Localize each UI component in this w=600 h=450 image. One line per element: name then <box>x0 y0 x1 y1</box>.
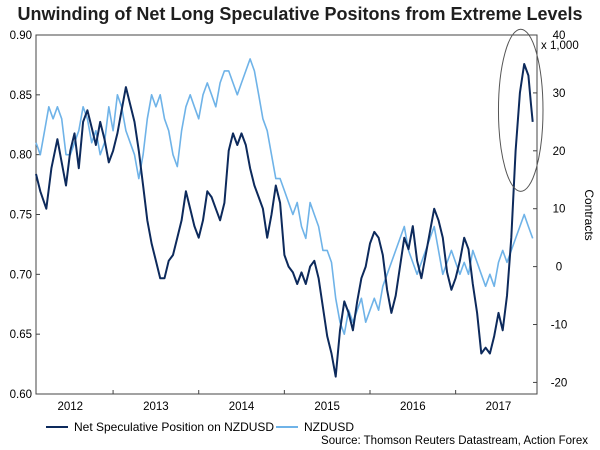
source-note: Source: Thomson Reuters Datastream, Acti… <box>321 435 588 447</box>
series-line-nzdusd <box>35 58 534 335</box>
y-right-tick-label: 10 <box>553 204 566 216</box>
y-right-tick-label: 20 <box>553 146 566 158</box>
x-tick-label: 2017 <box>486 401 512 413</box>
legend-swatch-net-position <box>46 426 68 428</box>
y-left-tick-label: 0.65 <box>10 329 32 341</box>
y-right-tick-label: -10 <box>551 320 568 332</box>
y-left-tick-label: 0.70 <box>10 269 32 281</box>
x-tick-label: 2013 <box>143 401 169 413</box>
legend-label-net-position: Net Speculative Position on NZDUSD <box>74 420 275 434</box>
y-left-tick-label: 0.85 <box>10 90 32 102</box>
x-tick-label: 2012 <box>57 401 83 413</box>
x-tick-label: 2016 <box>400 401 426 413</box>
legend-swatch-nzdusd <box>276 426 298 428</box>
legend-item-net-position: Net Speculative Position on NZDUSD <box>46 420 274 434</box>
y-right-axis-label: Contracts <box>582 189 596 240</box>
y-right-tick-label: 30 <box>553 88 566 100</box>
y-right-tick-label: 40 <box>553 30 566 42</box>
y-left-tick-label: 0.60 <box>10 389 32 401</box>
chart-title: Unwinding of Net Long Speculative Posito… <box>17 4 583 24</box>
legend-label-nzdusd: NZDUSD <box>304 420 354 434</box>
y-left-tick-label: 0.80 <box>10 150 32 162</box>
y-left-tick-label: 0.75 <box>10 210 32 222</box>
plot-frame <box>35 34 538 395</box>
y-right-tick-label: -20 <box>551 377 568 389</box>
annotation-ellipse <box>497 28 544 192</box>
legend-item-nzdusd: NZDUSD <box>276 420 354 434</box>
y-left-tick-label: 0.90 <box>10 30 32 42</box>
x-tick-label: 2014 <box>229 401 255 413</box>
x-tick-label: 2015 <box>314 401 340 413</box>
y-right-tick-label: 0 <box>556 262 562 274</box>
y-right-unit: x 1,000 <box>541 40 579 52</box>
series-line-net-position <box>35 63 534 378</box>
